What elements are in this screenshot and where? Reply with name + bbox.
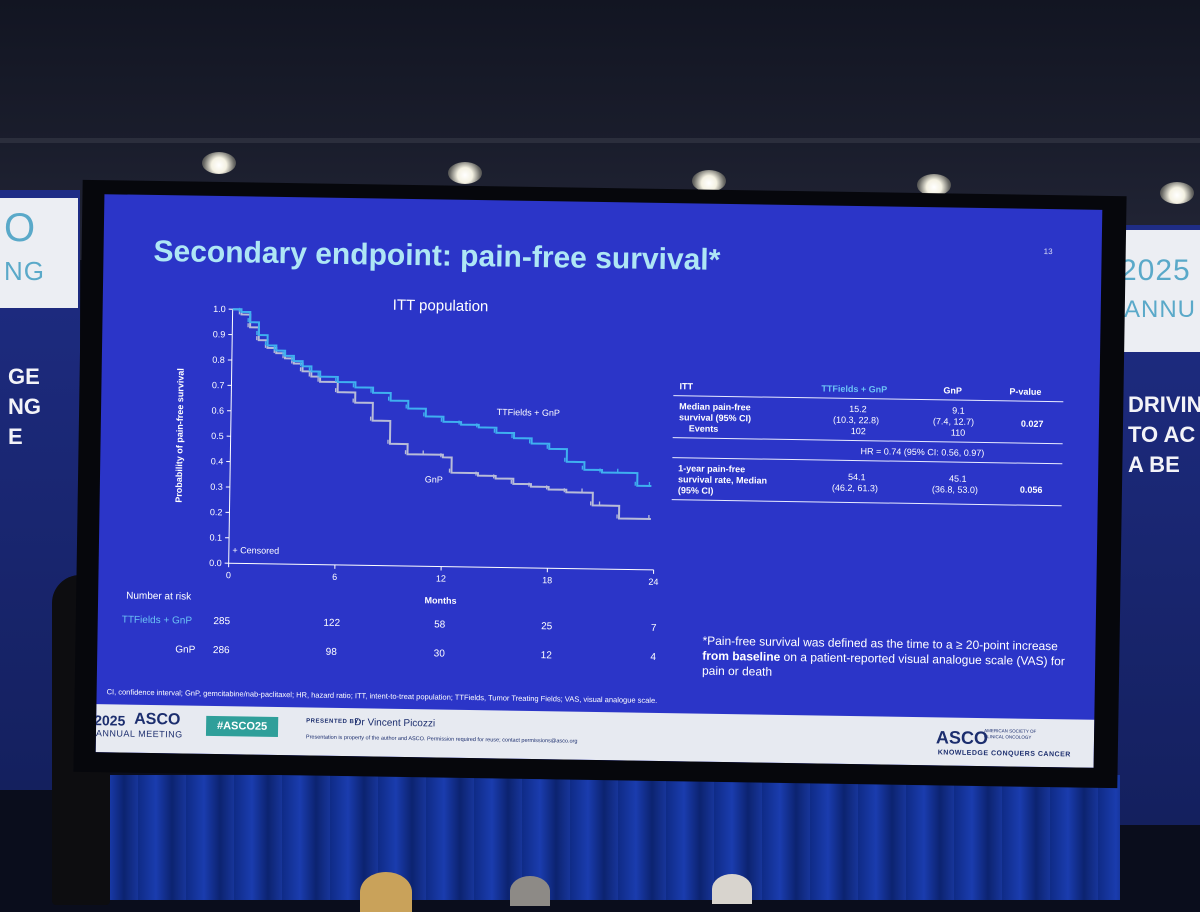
y-tick-label: 1.0 <box>213 304 226 314</box>
y-tick-label: 0.9 <box>213 329 226 339</box>
footer-asco: ASCO <box>134 711 181 730</box>
p-value-median: 0.027 <box>1021 419 1044 430</box>
risk-row-label-ttfields: TTFields + GnP <box>122 615 192 627</box>
gnp-oneyear: 45.1 <box>949 473 967 484</box>
x-tick-label: 18 <box>542 575 552 585</box>
presenter-name: Dr Vincent Picozzi <box>354 717 435 729</box>
y-tick-label: 0.0 <box>209 558 222 568</box>
x-tick-label: 24 <box>648 577 658 587</box>
gnp-oneyear-ci: (36.8, 53.0) <box>932 484 978 496</box>
risk-value: 122 <box>312 618 352 630</box>
gnp-median-ci: (7.4, 12.7) <box>933 416 974 428</box>
p-value-oneyear: 0.056 <box>1020 485 1043 496</box>
footer-notice: Presentation is property of the author a… <box>306 734 578 744</box>
table-header-gnp: GnP <box>943 385 962 396</box>
risk-value: 286 <box>201 645 241 657</box>
left-banner-slogan-3: E <box>8 422 23 452</box>
series-label-gnp: GnP <box>425 474 443 484</box>
presentation-slide: Secondary endpoint: pain-free survival* … <box>96 194 1103 768</box>
risk-value: 58 <box>420 619 460 631</box>
x-tick-label: 6 <box>332 572 337 582</box>
footer-meeting: ANNUAL MEETING <box>96 728 183 739</box>
tt-events: 102 <box>851 426 866 437</box>
km-chart: 0.0 0.1 0.2 0.3 0.4 0.5 0.6 0.7 0.8 0.9 1.0 0 6 12 18 2… <box>156 290 681 618</box>
right-banner-annual: ANNU <box>1124 296 1196 324</box>
risk-value: 30 <box>419 648 459 660</box>
left-banner-slogan-1: GE <box>8 362 40 392</box>
footer-hashtag: #ASCO25 <box>206 716 278 737</box>
left-banner-text: O <box>4 206 36 251</box>
y-tick-label: 0.7 <box>212 380 225 390</box>
footer-year: 2025 <box>96 712 126 728</box>
risk-value: 7 <box>634 623 674 635</box>
y-tick-label: 0.8 <box>212 355 225 365</box>
right-banner-slogan-2: TO AC <box>1128 420 1195 450</box>
left-banner-slogan-2: NG <box>8 392 41 422</box>
y-axis-title: Probability of pain-free survival <box>174 368 186 503</box>
risk-value: 12 <box>526 650 566 662</box>
stage-light-icon <box>448 162 482 184</box>
table-header-itt: ITT <box>679 381 693 392</box>
hazard-ratio: HR = 0.74 (95% CI: 0.56, 0.97) <box>860 446 984 459</box>
oneyear-label-3: (95% CI) <box>678 485 714 497</box>
left-banner-top: O NG <box>0 198 78 308</box>
y-tick-label: 0.1 <box>209 532 222 542</box>
risk-value: 98 <box>311 647 351 659</box>
stage-curtain <box>90 775 1120 900</box>
stage-light-icon <box>202 152 236 174</box>
y-tick-label: 0.3 <box>210 482 223 492</box>
gnp-median: 9.1 <box>952 406 965 417</box>
risk-value: 25 <box>527 621 567 633</box>
x-tick-label: 0 <box>226 570 231 580</box>
footnote-bold: from baseline <box>702 649 780 664</box>
presented-by-label: PRESENTED BY: <box>306 718 361 725</box>
x-axis-title: Months <box>425 595 457 606</box>
gnp-events: 110 <box>951 428 966 439</box>
censored-legend: + Censored <box>232 545 279 556</box>
y-tick-label: 0.6 <box>211 406 224 416</box>
table-rule <box>673 437 1063 444</box>
audience-head <box>510 876 550 906</box>
risk-row-label-gnp: GnP <box>175 644 195 655</box>
lighting-truss <box>0 138 1200 143</box>
asco-logo: ASCO <box>936 727 988 749</box>
left-banner-text: NG <box>4 256 45 287</box>
y-tick-label: 0.4 <box>211 456 224 466</box>
right-banner-slogan-1: DRIVIN <box>1128 390 1200 420</box>
table-rule <box>672 499 1062 506</box>
table-header-ttfields: TTFields + GnP <box>821 383 887 395</box>
tt-median-ci: (10.3, 22.8) <box>833 415 879 427</box>
right-banner-slogan-3: A BE <box>1128 450 1180 480</box>
number-at-risk-header: Number at risk <box>126 591 191 603</box>
series-label-ttfields: TTFields + GnP <box>497 407 560 418</box>
right-banner-year: 2025 <box>1120 254 1191 288</box>
slide-title: Secondary endpoint: pain-free survival* <box>153 235 720 278</box>
asco-tagline: KNOWLEDGE CONQUERS CANCER <box>938 749 1071 758</box>
risk-value: 285 <box>202 616 242 628</box>
km-curve-gnp <box>229 309 654 519</box>
slide-number: 13 <box>1044 247 1053 256</box>
stage-light-icon <box>1160 182 1194 204</box>
y-tick-label: 0.5 <box>211 431 224 441</box>
y-tick-label: 0.2 <box>210 507 223 517</box>
results-table: ITT TTFields + GnP GnP P-value Median pa… <box>672 381 1067 387</box>
table-header-pvalue: P-value <box>1009 386 1041 398</box>
footnote: *Pain-free survival was defined as the t… <box>702 634 1073 685</box>
x-tick-label: 12 <box>436 573 446 583</box>
risk-value: 4 <box>633 652 673 664</box>
km-lines <box>229 308 654 519</box>
asco-society-name: AMERICAN SOCIETY OF CLINICAL ONCOLOGY <box>984 728 1054 741</box>
tt-oneyear: 54.1 <box>848 472 866 483</box>
audience-head <box>360 872 412 912</box>
tt-oneyear-ci: (46.2, 61.3) <box>832 483 878 495</box>
km-curve-ttfields <box>230 309 654 486</box>
tt-median: 15.2 <box>849 404 867 415</box>
events-label: Events <box>689 423 719 434</box>
